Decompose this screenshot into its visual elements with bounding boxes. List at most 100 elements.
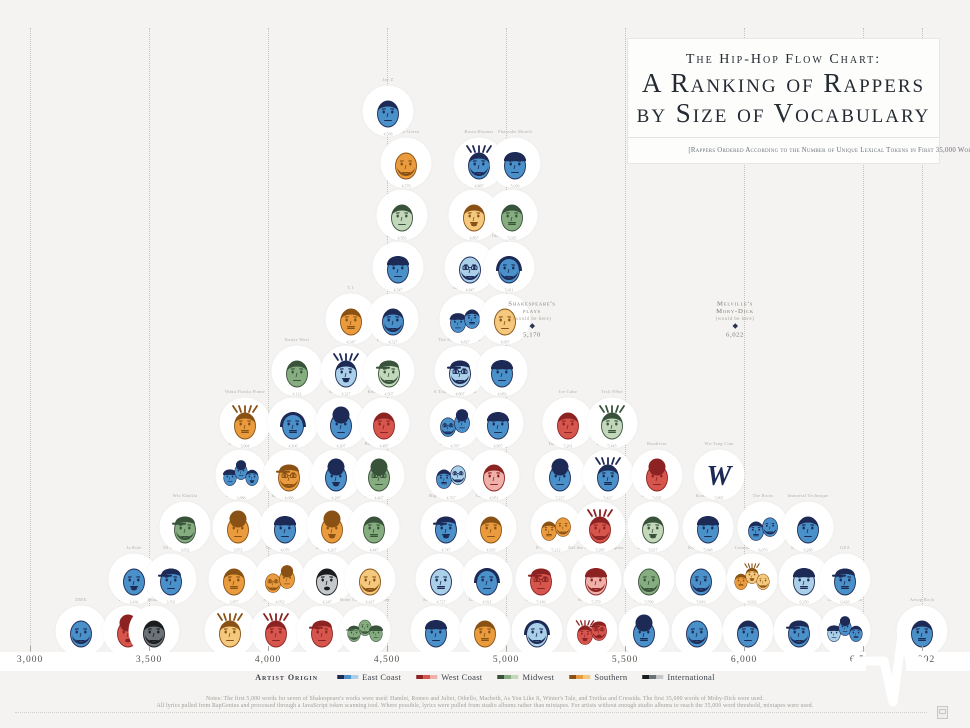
rapper-word-count: 5,895 [714,496,724,501]
rapper-portrait [259,501,311,553]
rapper-portrait [267,397,319,449]
annotation-value: 5,170 [523,330,542,339]
rapper-portrait [489,137,541,189]
rapper-word-count: 4,563 [397,236,407,241]
rapper-portrait [263,449,315,501]
legend-swatch [642,674,664,680]
rapper-word-count: 5,149 [536,600,546,605]
rapper-word-count: 4,747 [441,548,451,553]
rapper-word-count: 4,527 [388,340,398,345]
legend-swatch [569,674,591,680]
rapper-portrait [530,501,582,553]
rapper-word-count: 5,379 [591,600,601,605]
tick-mark [30,646,31,651]
rapper-portrait [145,553,197,605]
legend-item-east-coast: East Coast [337,672,401,682]
rapper-portrait [372,241,424,293]
rapper-name: The Roots [752,493,774,498]
tick-mark [506,646,507,651]
gridline [268,28,269,652]
legend-label: East Coast [362,672,402,682]
literary-annotation: Shakespeare's plays (would be here) 5,17… [432,300,632,369]
rapper-portrait [420,501,472,553]
artist-origin-legend: Artist Origin East Coast West Coast Midw… [255,672,715,682]
rapper-word-count: 4,579 [401,184,411,189]
rapper-name: Pharoahe Monch [498,129,533,134]
rapper-portrait [682,501,734,553]
legend-item-west-coast: West Coast [416,672,482,682]
rapper-name: Ice Cube [559,389,578,394]
rapper-word-count: 6,032 [747,600,757,605]
rapper-portrait [782,501,834,553]
rapper-name: CeeLo Green [392,129,420,134]
legend-swatch [337,674,359,680]
rapper-portrait [250,605,302,657]
rapper-word-count: 4,122 [292,392,302,397]
rapper-portrait [380,137,432,189]
rapper-word-count: 4,967 [493,444,503,449]
rapper-word-count: 4,547 [393,288,403,293]
tick-label: 3,500 [135,655,163,665]
legend-swatch [497,674,519,680]
rapper-portrait [320,345,372,397]
poster-subtitle: [Rappers Ordered According to the Number… [688,146,970,154]
legend-label: Midwest [522,672,555,682]
rapper-word-count: 4,921 [482,600,492,605]
rapper-portrait [631,449,683,501]
rapper-portrait [358,397,410,449]
rapper-name: Aesop Rock [909,597,935,602]
rapper-portrait [671,605,723,657]
poster-title-line2: by Size of Vocabulary [636,98,931,128]
rapper-portrait [582,449,634,501]
rapper-portrait [675,553,727,605]
gridline [744,28,745,652]
legend-swatch [416,674,438,680]
rapper-name: Wu-Tang Clan [704,441,734,446]
rapper-portrait [486,189,538,241]
rapper-portrait [453,137,505,189]
rapper-word-count: 5,445 [607,444,617,449]
annotation-name-line2: Moby-Dick [716,306,755,315]
rapper-portrait [376,189,428,241]
poster-kicker: The Hip-Hop Flow Chart: [685,52,882,67]
diamond-marker-icon [732,323,739,329]
rapper-word-count: 5,025 [507,236,517,241]
rapper-portrait [344,553,396,605]
rapper-name: GZA [840,545,851,550]
rapper-name: Ja Rule [126,545,142,550]
x-axis-band [0,652,970,671]
rapper-word-count: 4,267 [327,548,337,553]
rapper-word-count: 5,261 [563,444,573,449]
diamond-marker-icon [529,323,536,329]
rapper-word-count: 4,307 [336,444,346,449]
rapper-word-count: 4,467 [374,496,384,501]
rapper-name: Busdriver [647,441,668,446]
rapper-portrait [363,345,415,397]
rapper-word-count: 5,635 [652,496,662,501]
tick-mark [922,646,923,651]
rapper-portrait [296,605,348,657]
rapper-word-count: 4,983 [497,392,507,397]
rapper-portrait [465,501,517,553]
rapper-portrait [570,553,622,605]
rapper-portrait [574,501,626,553]
rapper-portrait [348,501,400,553]
rapper-portrait [515,553,567,605]
footer-note-line1: Notes: The first 5,000 words for seven o… [206,695,764,702]
rapper-portrait [819,605,871,657]
legend-item-southern: Southern [569,672,627,682]
rapper-word-count: 4,487 [379,444,389,449]
rapper-portrait [208,553,260,605]
rapper-word-count: 5,039 [510,184,520,189]
rapper-portrait [623,553,675,605]
rapper-portrait [534,449,586,501]
rapper-word-count: 4,935 [486,548,496,553]
publisher-logo [937,706,948,719]
bottom-dotted-rule [15,712,927,713]
rapper-word-count: 4,727 [436,600,446,605]
rapper-word-count: 4,070 [280,548,290,553]
rapper-word-count: 4,867 [469,236,479,241]
tick-mark [149,646,150,651]
rapper-word-count: 6,250 [799,600,808,605]
rapper-portrait [726,553,778,605]
